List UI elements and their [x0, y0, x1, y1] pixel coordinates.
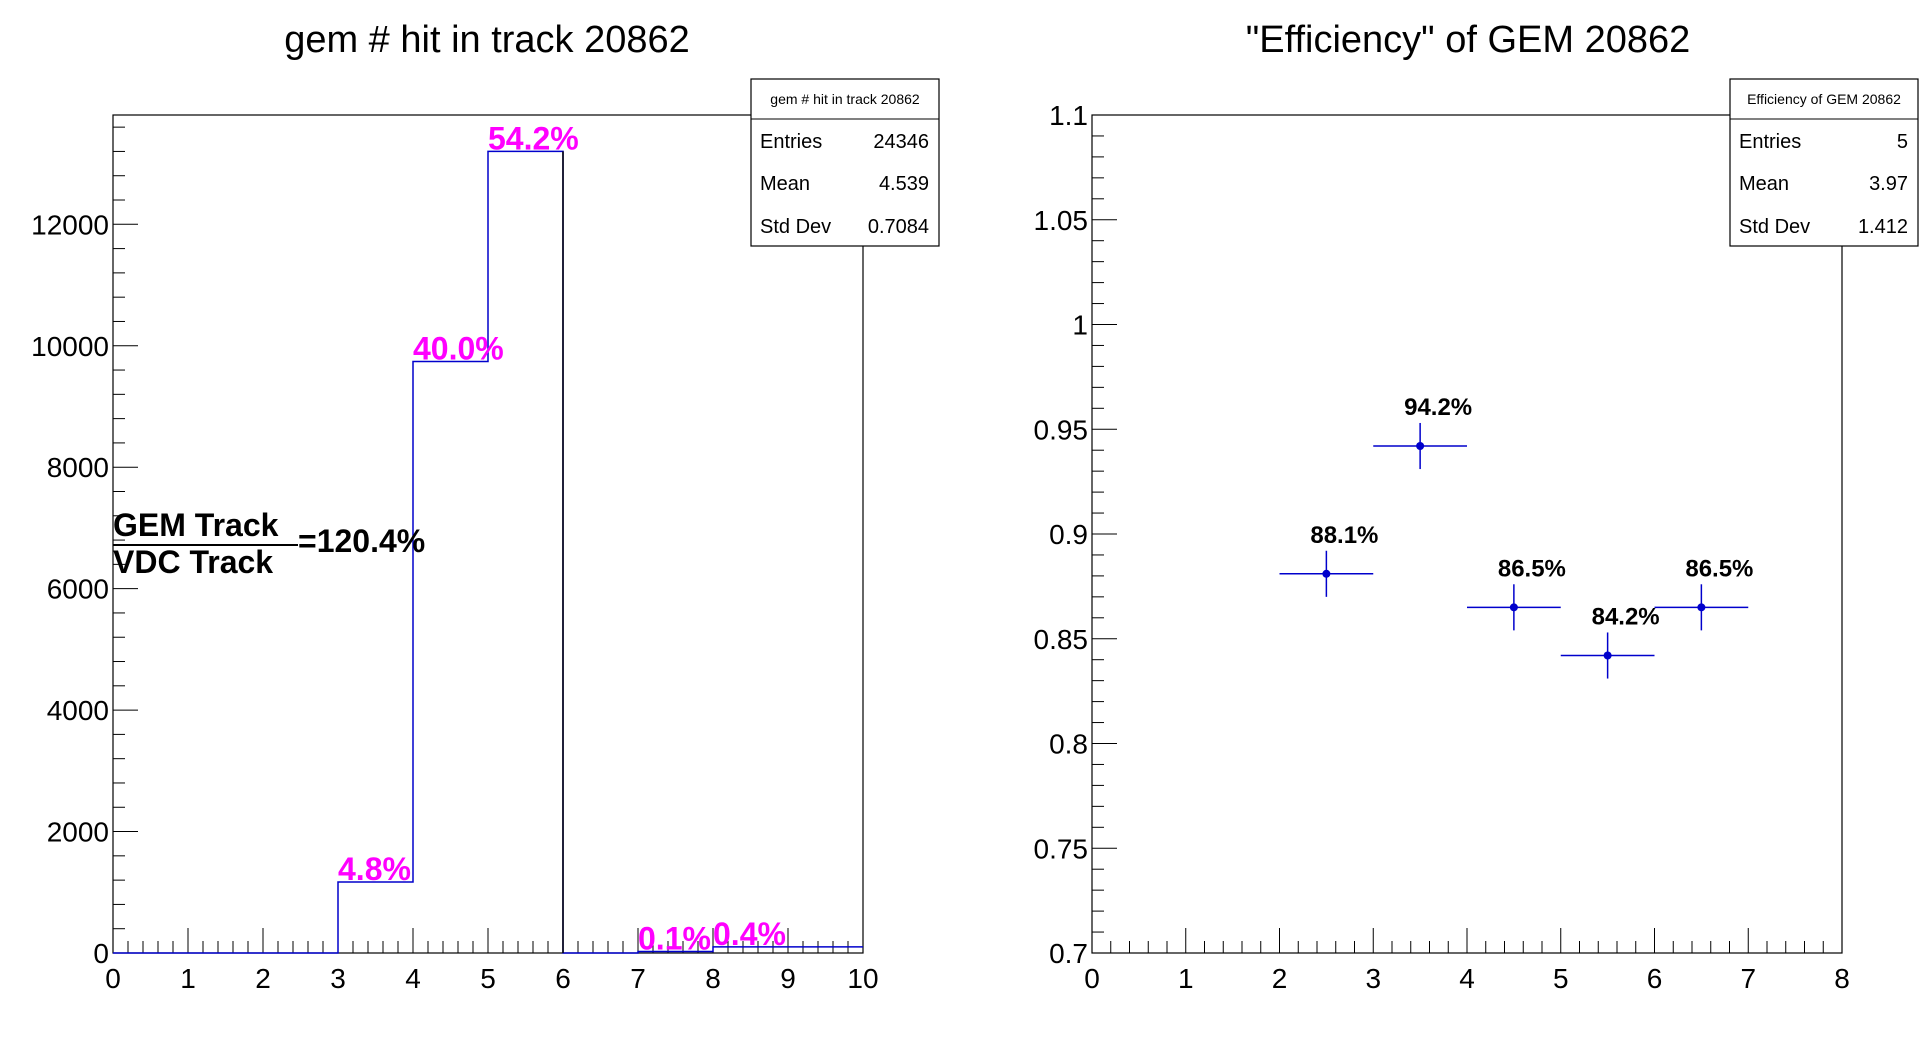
- ratio-value: =120.4%: [298, 523, 425, 559]
- stats-box-frame: [750, 78, 940, 247]
- x-tick-label: 8: [1834, 963, 1850, 994]
- x-tick-label: 1: [1178, 963, 1194, 994]
- stats-stddev-value: 1.412: [1858, 216, 1908, 238]
- y-tick-label: 1: [1072, 310, 1088, 341]
- y-tick-label: 0.9: [1049, 519, 1088, 550]
- x-tick-label: 6: [555, 963, 571, 994]
- data-point: [1416, 442, 1425, 451]
- x-tick-label: 10: [847, 963, 878, 994]
- data-point: [1603, 651, 1612, 660]
- y-tick-label: 2000: [47, 817, 109, 848]
- y-tick-label: 0.85: [1034, 624, 1089, 655]
- stats-entries-value: 5: [1897, 131, 1908, 153]
- histogram-line: [113, 150, 863, 954]
- x-tick-label: 9: [780, 963, 796, 994]
- point-label: 86.5%: [1498, 555, 1566, 582]
- y-tick-label: 0.95: [1034, 414, 1089, 445]
- x-tick-label: 1: [180, 963, 196, 994]
- x-tick-label: 0: [105, 963, 121, 994]
- stats-mean-label: Mean: [1739, 173, 1789, 195]
- data-point: [1322, 569, 1331, 578]
- y-tick-label: 10000: [31, 331, 109, 362]
- data-point: [1509, 603, 1518, 612]
- stats-stddev-label: Std Dev: [1739, 216, 1810, 238]
- efficiency-axes: 0 1 2 3 4 5 6 7 8 0.7 0.75 0.8 0.85 0.9 0.95 1 1.05 1.1: [1034, 100, 1850, 994]
- percent-label: 40.0%: [413, 331, 504, 367]
- y-tick-label: 0.75: [1034, 833, 1089, 864]
- stats-entries-label: Entries: [760, 131, 822, 153]
- efficiency-title: "Efficiency" of GEM 20862: [1246, 19, 1691, 61]
- stats-entries-label: Entries: [1739, 131, 1801, 153]
- efficiency-points: 88.1% 94.2% 86.5% 84.2% 86.5%: [1279, 394, 1753, 679]
- x-tick-label: 2: [1272, 963, 1288, 994]
- ratio-numerator: GEM Track: [113, 507, 279, 543]
- point-label: 86.5%: [1685, 555, 1753, 582]
- x-tick-label: 4: [1459, 963, 1475, 994]
- x-tick-label: 2: [255, 963, 271, 994]
- stats-mean-label: Mean: [760, 173, 810, 195]
- stats-stddev-label: Std Dev: [760, 216, 831, 238]
- efficiency-stats-box: Efficiency of GEM 20862 Entries 5 Mean 3…: [1729, 78, 1919, 247]
- x-tick-label: 5: [480, 963, 496, 994]
- stats-box-title: Efficiency of GEM 20862: [1747, 91, 1901, 107]
- y-tick-label: 1.05: [1034, 205, 1089, 236]
- percent-label: 0.4%: [713, 916, 786, 952]
- percent-label: 54.2%: [488, 120, 579, 156]
- point-label: 84.2%: [1592, 603, 1660, 630]
- y-tick-label: 1.1: [1049, 100, 1088, 131]
- stats-mean-value: 3.97: [1869, 173, 1908, 195]
- stats-stddev-value: 0.7084: [868, 216, 929, 238]
- y-tick-label: 0.8: [1049, 729, 1088, 760]
- percent-label: 0.1%: [638, 920, 711, 956]
- stats-entries-value: 24346: [873, 131, 929, 153]
- y-tick-label: 6000: [47, 574, 109, 605]
- point-label: 94.2%: [1404, 394, 1472, 421]
- y-tick-label: 4000: [47, 695, 109, 726]
- histogram-title: gem # hit in track 20862: [284, 19, 690, 61]
- x-tick-label: 7: [630, 963, 646, 994]
- x-tick-label: 3: [330, 963, 346, 994]
- y-tick-label: 0: [93, 938, 109, 969]
- stats-mean-value: 4.539: [879, 173, 929, 195]
- x-tick-label: 6: [1647, 963, 1663, 994]
- point-label: 88.1%: [1310, 522, 1378, 549]
- x-tick-label: 4: [405, 963, 421, 994]
- ratio-denominator: VDC Track: [113, 544, 273, 580]
- x-tick-label: 8: [705, 963, 721, 994]
- ratio-annotation: GEM Track VDC Track =120.4%: [113, 507, 425, 580]
- y-tick-label: 12000: [31, 209, 109, 240]
- x-tick-label: 5: [1553, 963, 1569, 994]
- x-tick-label: 7: [1740, 963, 1756, 994]
- data-point: [1697, 603, 1706, 612]
- percent-label: 4.8%: [338, 851, 411, 887]
- stats-box-frame: [1729, 78, 1919, 247]
- stats-box-title: gem # hit in track 20862: [770, 91, 920, 107]
- x-tick-label: 0: [1084, 963, 1100, 994]
- histogram-panel: gem # hit in track 20862 0 1 2 3 4 5 6 7 8 9 10 0 20…: [31, 19, 940, 994]
- histogram-stats-box: gem # hit in track 20862 Entries 24346 M…: [750, 78, 940, 247]
- x-tick-label: 3: [1365, 963, 1381, 994]
- y-tick-label: 0.7: [1049, 938, 1088, 969]
- histogram-percent-labels: 4.8% 40.0% 54.2% 0.1% 0.4%: [338, 120, 786, 956]
- y-tick-label: 8000: [47, 452, 109, 483]
- histogram-axes: 0 1 2 3 4 5 6 7 8 9 10 0 2000 4000 6000 8000 10000 12000: [31, 126, 879, 994]
- efficiency-panel: "Efficiency" of GEM 20862 0 1 2 3 4 5 6 7 8 0.7 0.…: [1034, 19, 1919, 994]
